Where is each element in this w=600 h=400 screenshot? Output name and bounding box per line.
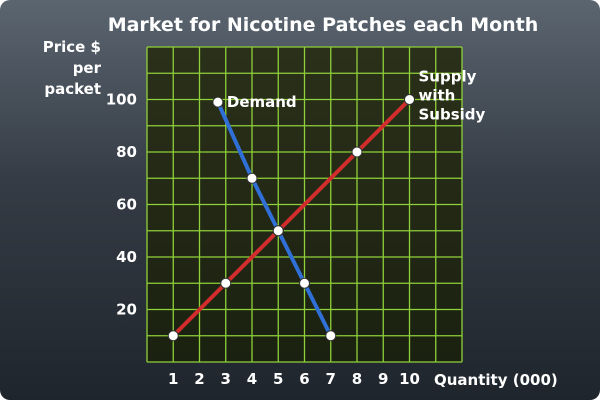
supply-with-subsidy-point: [351, 146, 363, 158]
grid-lines: [146, 46, 463, 363]
x-tick-label: 6: [299, 370, 309, 388]
x-tick-label: 10: [399, 370, 420, 388]
y-tick-label: 20: [116, 301, 137, 319]
series-markers: [167, 94, 415, 342]
x-tick-label: 3: [221, 370, 231, 388]
x-tick-label: 9: [378, 370, 388, 388]
supply-with-subsidy-point: [167, 330, 179, 342]
y-axis-label-line-3: packet: [44, 80, 101, 98]
demand-label: Demand: [227, 93, 297, 111]
supply-with-subsidy-label: Subsidy: [419, 106, 486, 124]
y-tick-labels: 20 40 60 80 100: [106, 91, 137, 319]
x-tick-label: 8: [352, 370, 362, 388]
supply-with-subsidy-point: [404, 94, 415, 105]
y-tick-label: 40: [116, 248, 137, 266]
y-tick-label: 100: [106, 91, 137, 109]
supply-with-subsidy-point: [220, 277, 232, 289]
x-tick-labels: 1 2 3 4 5 6 7 8 9 10: [168, 370, 420, 388]
x-tick-label: 2: [194, 370, 204, 388]
y-tick-label: 60: [116, 196, 137, 214]
supply-with-subsidy-label: with: [419, 87, 456, 105]
chart-title: Market for Nicotine Patches each Month: [108, 14, 539, 36]
y-tick-label: 80: [116, 143, 137, 161]
supply-with-subsidy-point: [272, 225, 284, 237]
demand-point: [246, 172, 258, 184]
y-axis-label-line-2: per: [73, 59, 102, 77]
demand-point: [325, 330, 337, 342]
x-tick-label: 5: [273, 370, 283, 388]
x-tick-label: 1: [168, 370, 178, 388]
x-axis-label: Quantity (000): [434, 371, 558, 389]
demand-point: [299, 277, 310, 289]
demand-point: [212, 96, 224, 108]
x-tick-label: 4: [247, 370, 257, 388]
y-axis-label-line-1: Price $: [43, 38, 101, 56]
supply-with-subsidy-label: Supply: [419, 68, 477, 86]
x-tick-label: 7: [326, 370, 336, 388]
